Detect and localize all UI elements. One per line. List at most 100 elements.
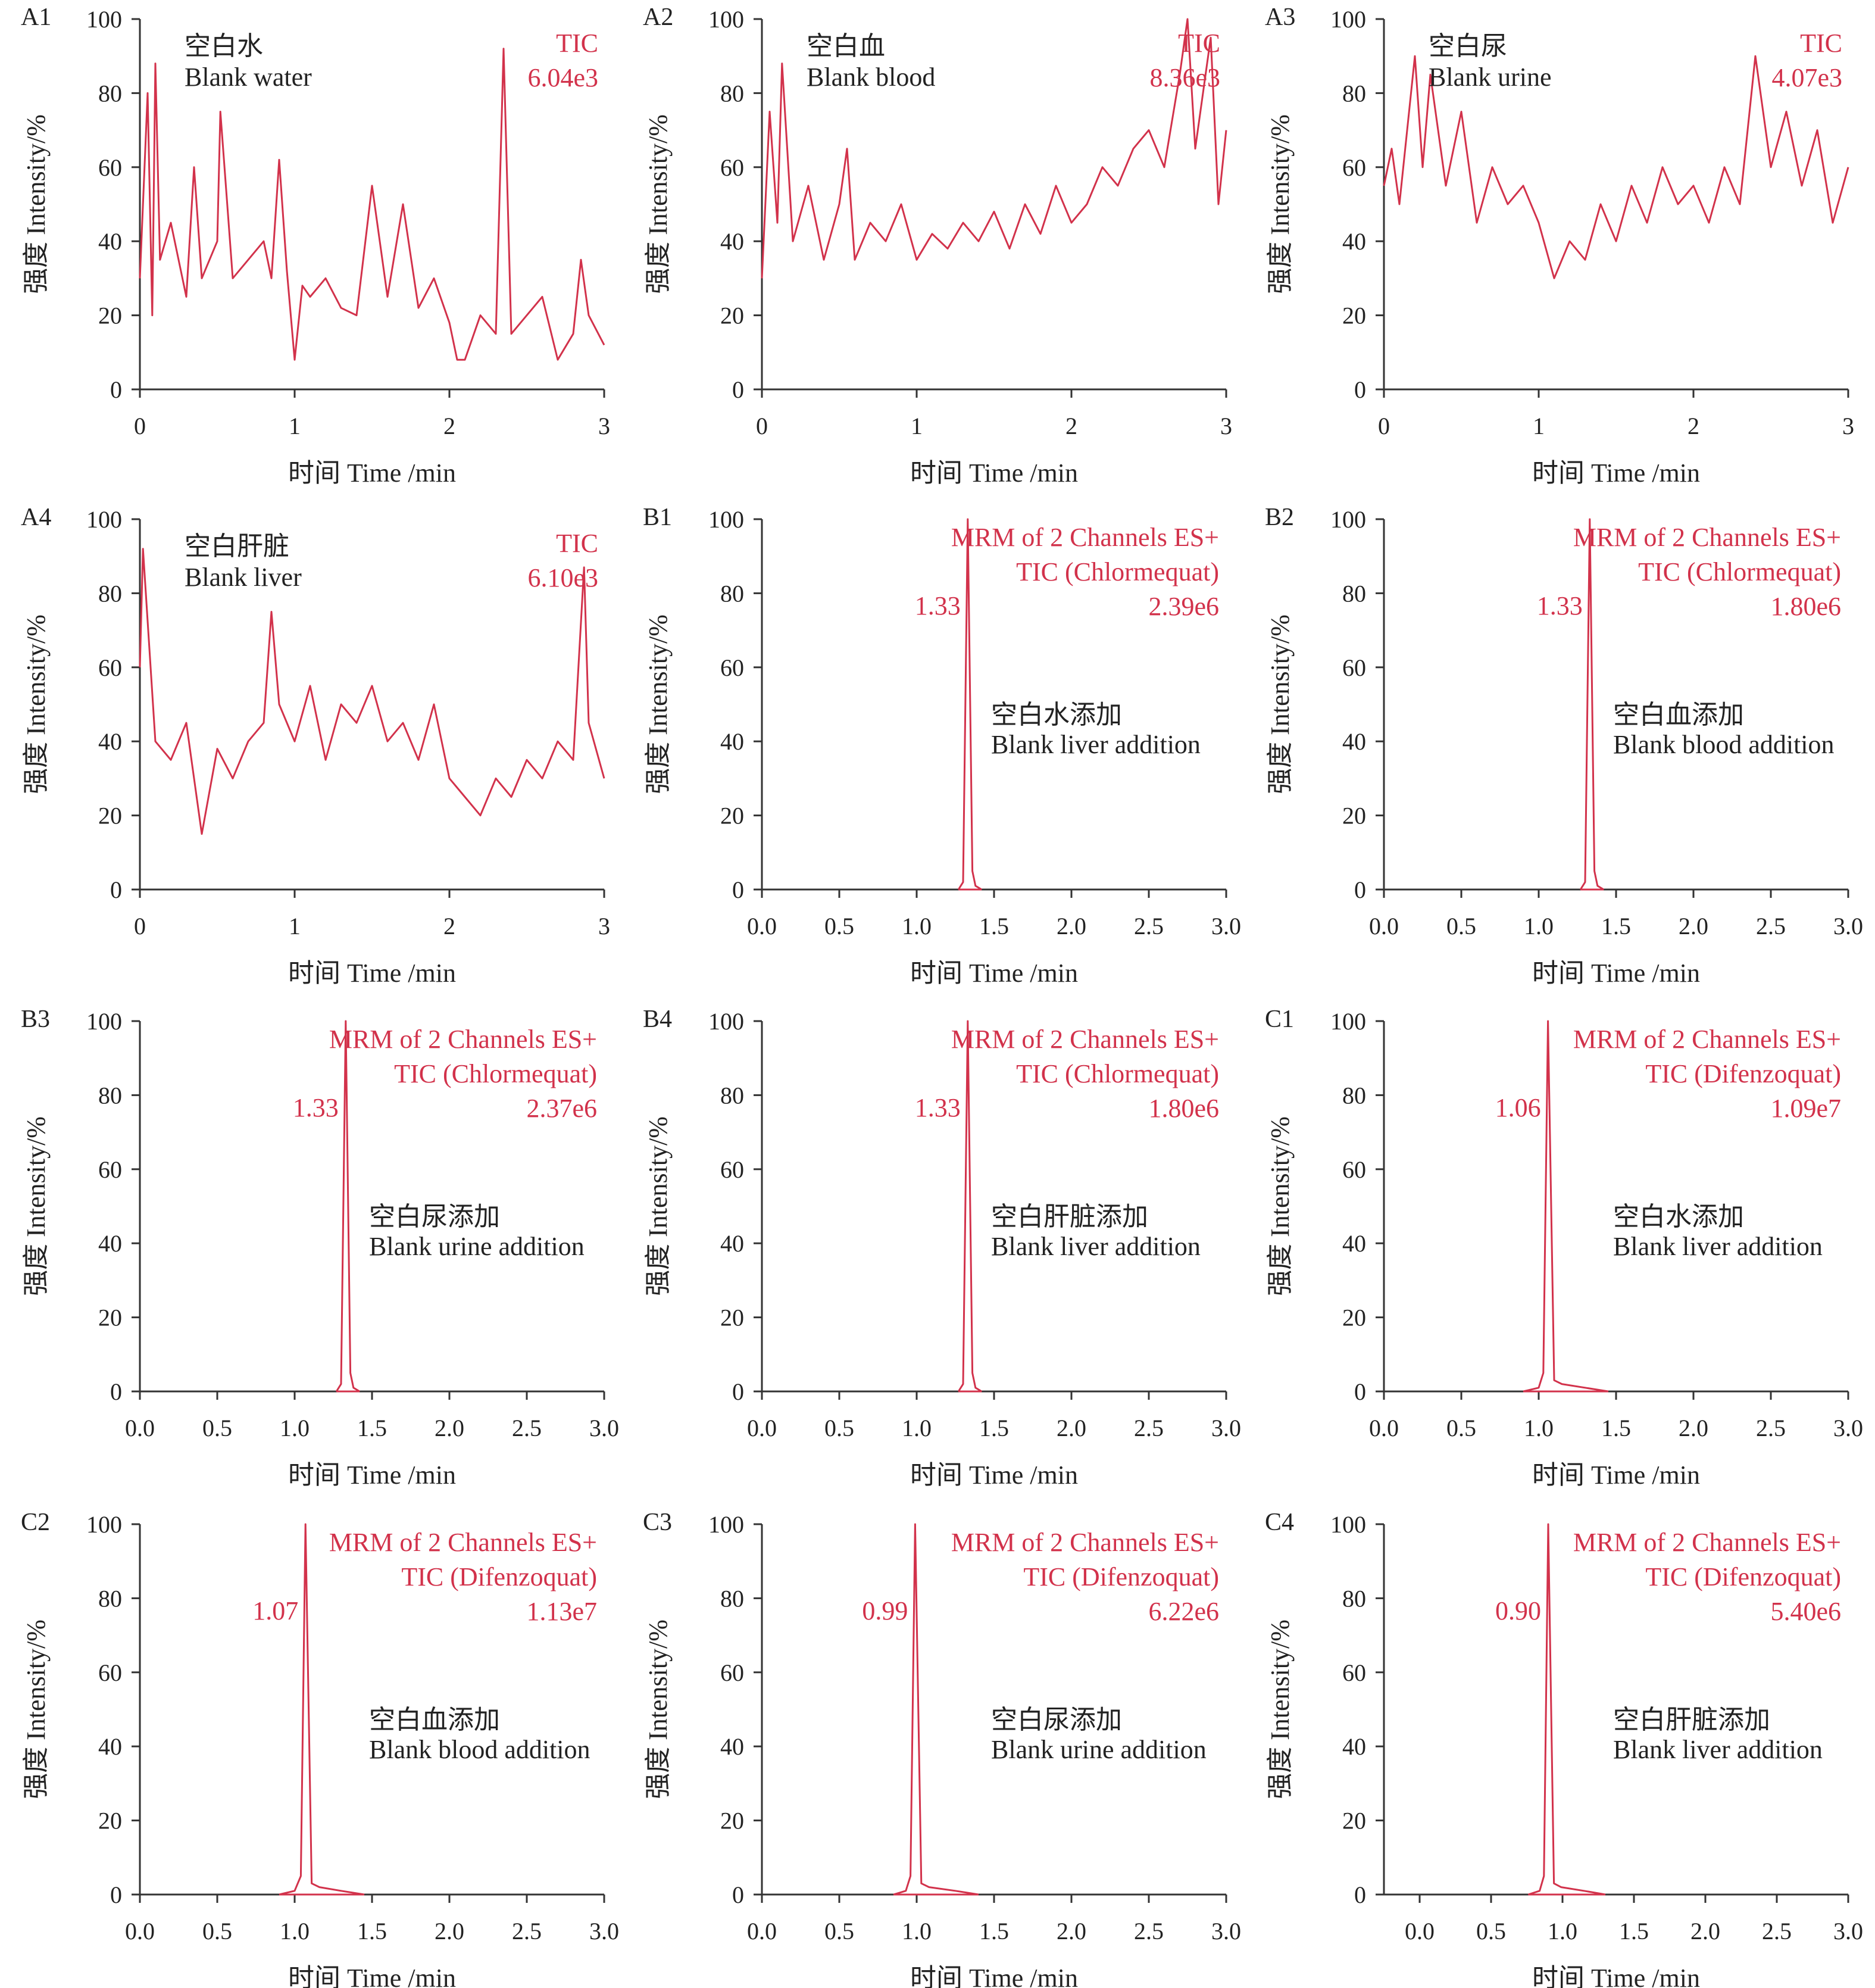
- x-tick-label: 2.5: [1134, 1918, 1164, 1945]
- x-tick-label: 2.0: [435, 1415, 464, 1441]
- header-annotation: MRM of 2 Channels ES+: [951, 1528, 1219, 1557]
- sample-title-en: Blank water: [185, 63, 312, 92]
- header-annotation: MRM of 2 Channels ES+: [951, 523, 1219, 552]
- sample-title-cn: 空白尿添加: [991, 1705, 1122, 1734]
- y-axis-title: 强度 Intensity/%: [21, 1116, 51, 1296]
- y-tick-label: 20: [98, 302, 122, 329]
- x-tick-label: 1: [289, 913, 301, 940]
- y-tick-label: 20: [720, 803, 744, 829]
- sample-title-en: Blank urine addition: [369, 1232, 585, 1261]
- y-tick-label: 40: [720, 228, 744, 255]
- x-tick-label: 1.0: [1524, 1415, 1554, 1441]
- header-annotation: MRM of 2 Channels ES+: [1573, 1025, 1841, 1054]
- panel-c3: 0 20 40 60 80 100 0.0 0.5 1.0 1.5 2.0 2.5 3.0 时间 Time…: [643, 1509, 1241, 1988]
- y-tick-label: 0: [1354, 1881, 1366, 1908]
- x-tick-label: 1.0: [902, 1415, 932, 1441]
- x-tick-label: 1.5: [357, 1415, 387, 1441]
- x-tick-label: 3.0: [1833, 913, 1863, 940]
- y-tick-label: 40: [98, 1230, 122, 1257]
- series-line: [139, 48, 605, 361]
- y-tick-label: 100: [86, 6, 122, 33]
- series-line: [1527, 1523, 1606, 1896]
- header-annotation: 2.39e6: [1148, 592, 1219, 621]
- x-tick-label: 2.0: [1679, 1415, 1708, 1441]
- sample-title-en: Blank urine: [1429, 63, 1552, 92]
- x-tick-label: 0: [756, 413, 768, 439]
- x-tick-label: 2.5: [1134, 913, 1164, 940]
- x-tick-label: 0.0: [125, 1918, 155, 1945]
- panel-b2: 0 20 40 60 80 100 0.0 0.5 1.0 1.5 2.0 2.5 3.0 时间 Time…: [1265, 504, 1863, 988]
- x-tick-label: 1.0: [902, 913, 932, 940]
- sample-title-cn: 空白水添加: [991, 700, 1122, 729]
- x-tick-label: 0.5: [824, 1415, 854, 1441]
- y-tick-label: 60: [720, 1156, 744, 1183]
- y-tick-label: 40: [720, 1230, 744, 1257]
- header-annotation: TIC (Difenzoquat): [1023, 1562, 1219, 1591]
- panel-a1: 0 20 40 60 80 100 0 1 2 3 时间 Time /min 强度 Intensity…: [21, 4, 610, 488]
- x-axis-title: 时间 Time /min: [288, 458, 456, 488]
- y-tick-label: 60: [1342, 654, 1366, 681]
- series-line: [957, 1020, 982, 1393]
- panel-label: A2: [643, 4, 673, 31]
- sample-title-cn: 空白肝脏添加: [991, 1202, 1148, 1231]
- x-tick-label: 0: [134, 913, 146, 940]
- y-axis-title: 强度 Intensity/%: [1265, 1619, 1295, 1799]
- header-annotation: TIC (Difenzoquat): [1645, 1562, 1841, 1591]
- y-tick-label: 60: [98, 1659, 122, 1686]
- panel-b4: 0 20 40 60 80 100 0.0 0.5 1.0 1.5 2.0 2.5 3.0 时间 Time…: [643, 1006, 1241, 1490]
- header-annotation: 6.10e3: [527, 563, 598, 592]
- y-tick-label: 40: [1342, 228, 1366, 255]
- panel-a2: 0 20 40 60 80 100 0 1 2 3 时间 Time /min 强度 Intensity…: [643, 4, 1232, 488]
- peak-label: 0.90: [1495, 1596, 1541, 1625]
- panel-b1: 0 20 40 60 80 100 0.0 0.5 1.0 1.5 2.0 2.5 3.0 时间 Time…: [643, 504, 1241, 988]
- y-tick-label: 60: [98, 1156, 122, 1183]
- header-annotation: MRM of 2 Channels ES+: [951, 1025, 1219, 1054]
- y-axis-title: 强度 Intensity/%: [1265, 614, 1295, 794]
- x-tick-label: 2: [1065, 413, 1077, 439]
- y-tick-label: 20: [720, 1808, 744, 1834]
- x-tick-label: 2: [443, 913, 455, 940]
- x-tick-label: 0.0: [747, 1918, 777, 1945]
- sample-title-cn: 空白水: [185, 32, 263, 61]
- x-tick-label: 2.5: [1756, 913, 1786, 940]
- sample-title-en: Blank urine addition: [991, 1735, 1207, 1764]
- y-tick-label: 20: [98, 1808, 122, 1834]
- panel-label: C4: [1265, 1509, 1294, 1536]
- x-axis-title: 时间 Time /min: [910, 1460, 1078, 1490]
- panel-c4: 0 20 40 60 80 100 0.0 0.5 1.0 1.5 2.0 2.5 3.0 时间 Time…: [1265, 1509, 1863, 1988]
- series-line: [1523, 1020, 1609, 1393]
- peak-label: 1.33: [293, 1093, 339, 1122]
- x-tick-label: 2.0: [1057, 1415, 1086, 1441]
- x-tick-label: 1.5: [1601, 1415, 1631, 1441]
- x-tick-label: 2.0: [1057, 1918, 1086, 1945]
- x-tick-label: 0.5: [1446, 1415, 1476, 1441]
- y-tick-label: 20: [98, 1304, 122, 1331]
- x-axis-title: 时间 Time /min: [1532, 1964, 1700, 1988]
- header-annotation: 6.22e6: [1148, 1597, 1219, 1626]
- x-axis-title: 时间 Time /min: [288, 1460, 456, 1490]
- header-annotation: TIC: [1178, 29, 1220, 58]
- y-tick-label: 40: [98, 728, 122, 755]
- y-tick-label: 80: [98, 1585, 122, 1612]
- x-tick-label: 2.0: [1690, 1918, 1720, 1945]
- sample-title-cn: 空白肝脏: [185, 532, 289, 561]
- header-annotation: TIC (Chlormequat): [1016, 557, 1219, 586]
- x-axis-title: 时间 Time /min: [288, 1964, 456, 1988]
- y-tick-label: 60: [1342, 1659, 1366, 1686]
- header-annotation: TIC (Difenzoquat): [1645, 1059, 1841, 1088]
- x-tick-label: 1.5: [979, 913, 1009, 940]
- y-tick-label: 0: [1354, 876, 1366, 903]
- x-tick-label: 0.0: [747, 913, 777, 940]
- peak-label: 0.99: [862, 1596, 908, 1625]
- sample-title-en: Blank liver addition: [1613, 1735, 1823, 1764]
- x-axis-title: 时间 Time /min: [910, 458, 1078, 488]
- panel-label: A4: [21, 504, 51, 531]
- x-tick-label: 0.5: [202, 1415, 232, 1441]
- y-tick-label: 0: [110, 876, 122, 903]
- x-tick-label: 0.5: [1476, 1918, 1506, 1945]
- x-tick-label: 2.5: [1762, 1918, 1792, 1945]
- y-tick-label: 0: [732, 1378, 744, 1405]
- y-tick-label: 40: [720, 1733, 744, 1760]
- x-tick-label: 3.0: [1211, 913, 1241, 940]
- y-axis-title: 强度 Intensity/%: [21, 614, 51, 794]
